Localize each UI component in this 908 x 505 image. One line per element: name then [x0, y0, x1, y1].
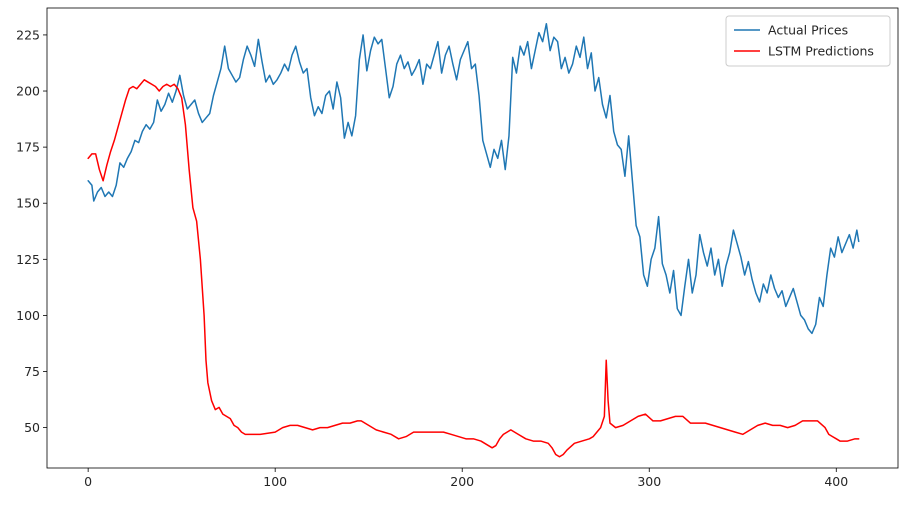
plot-background	[47, 8, 898, 468]
y-tick-label: 50	[24, 420, 40, 435]
x-tick-label: 0	[84, 474, 92, 489]
plot-area	[47, 8, 898, 468]
x-tick-label: 100	[263, 474, 287, 489]
axes-spines	[46, 7, 899, 469]
series-line-lstm-predictions	[87, 79, 860, 458]
y-tick-label: 75	[24, 364, 40, 379]
y-axis: 50 75 100 125 150 175 200 225	[16, 27, 47, 435]
y-tick-label: 100	[16, 308, 40, 323]
y-tick-label: 125	[16, 252, 40, 267]
legend-box	[725, 15, 891, 67]
x-tick-label: 400	[824, 474, 848, 489]
x-axis: 0 100 200 300 400	[84, 468, 848, 489]
legend: Actual Prices LSTM Predictions	[725, 15, 891, 67]
x-tick-label: 200	[450, 474, 474, 489]
legend-label-actual-prices: Actual Prices	[768, 23, 848, 38]
y-tick-label: 175	[16, 140, 40, 155]
series-line-actual-prices	[87, 22, 860, 335]
legend-label-lstm-predictions: LSTM Predictions	[768, 44, 874, 59]
y-tick-label: 225	[16, 27, 40, 42]
y-tick-label: 150	[16, 196, 40, 211]
x-tick-label: 300	[637, 474, 661, 489]
axes-frame	[46, 7, 899, 469]
y-tick-label: 200	[16, 84, 40, 99]
series-layer	[87, 22, 860, 458]
